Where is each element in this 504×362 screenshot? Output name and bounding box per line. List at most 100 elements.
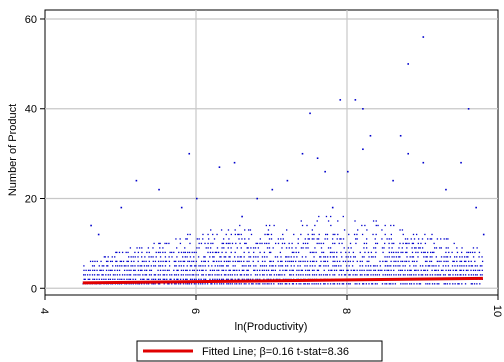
scatter-point xyxy=(139,274,141,276)
scatter-point xyxy=(152,247,154,249)
scatter-point xyxy=(263,269,265,272)
scatter-point xyxy=(206,283,209,285)
scatter-point xyxy=(386,256,388,258)
scatter-point xyxy=(318,274,321,276)
scatter-point xyxy=(223,256,225,258)
scatter-point xyxy=(154,260,157,263)
scatter-point xyxy=(289,274,291,276)
scatter-point xyxy=(464,256,466,258)
scatter-point xyxy=(205,247,207,249)
scatter-point xyxy=(142,278,144,280)
scatter-point xyxy=(218,278,221,280)
scatter-point xyxy=(93,269,96,272)
scatter-point xyxy=(402,274,405,276)
scatter-point xyxy=(218,269,220,272)
scatter-point xyxy=(352,274,354,276)
scatter-point xyxy=(429,260,431,263)
scatter-point xyxy=(186,278,188,280)
scatter-point xyxy=(461,247,463,249)
scatter-point xyxy=(453,260,455,263)
scatter-point xyxy=(119,265,121,267)
scatter-point xyxy=(144,256,146,258)
scatter-point xyxy=(411,251,414,254)
scatter-point xyxy=(323,256,325,258)
scatter-point xyxy=(126,269,128,272)
scatter-point xyxy=(261,242,263,245)
scatter-point xyxy=(83,265,85,267)
scatter-point xyxy=(269,260,271,263)
scatter-point xyxy=(219,265,221,267)
scatter-point xyxy=(390,274,392,276)
scatter-point xyxy=(384,274,386,276)
scatter-point xyxy=(194,265,196,267)
scatter-point xyxy=(413,265,415,267)
scatter-point xyxy=(89,278,91,280)
scatter-point xyxy=(182,278,185,280)
scatter-point xyxy=(267,229,270,231)
scatter-point xyxy=(195,274,197,276)
scatter-point xyxy=(132,278,134,280)
scatter-point xyxy=(135,179,138,182)
scatter-point xyxy=(207,233,209,236)
scatter-point xyxy=(399,256,401,258)
scatter-point xyxy=(185,278,187,280)
scatter-point xyxy=(222,242,225,245)
scatter-point xyxy=(198,238,200,240)
scatter-point xyxy=(245,265,247,267)
scatter-point xyxy=(433,283,436,285)
scatter-point xyxy=(376,265,378,267)
scatter-point xyxy=(401,247,403,249)
scatter-point xyxy=(300,220,302,222)
scatter-point xyxy=(439,274,442,276)
scatter-point xyxy=(324,260,326,263)
scatter-point xyxy=(209,274,211,276)
scatter-point xyxy=(134,269,136,272)
scatter-point xyxy=(152,283,155,285)
scatter-point xyxy=(243,251,245,254)
scatter-point xyxy=(251,283,253,285)
scatter-point xyxy=(329,274,331,276)
scatter-point xyxy=(96,274,99,276)
scatter-point xyxy=(115,251,117,254)
scatter-point xyxy=(412,233,415,236)
scatter-point xyxy=(296,256,298,258)
scatter-point xyxy=(108,269,110,272)
scatter-point xyxy=(184,256,186,258)
scatter-point xyxy=(268,242,270,245)
scatter-point xyxy=(159,251,161,254)
scatter-point xyxy=(132,283,134,285)
scatter-point xyxy=(186,283,189,285)
scatter-point xyxy=(467,251,470,254)
scatter-point xyxy=(185,283,187,285)
scatter-point xyxy=(273,224,275,227)
scatter-point xyxy=(406,238,409,240)
scatter-point xyxy=(328,269,330,272)
scatter-point xyxy=(474,260,476,263)
scatter-point xyxy=(326,256,329,258)
scatter-point xyxy=(273,283,275,285)
scatter-point xyxy=(464,274,467,276)
scatter-point xyxy=(128,278,130,280)
scatter-point xyxy=(164,278,166,280)
scatter-point xyxy=(200,260,203,263)
scatter-point xyxy=(241,278,243,280)
scatter-point xyxy=(409,269,411,272)
scatter-point xyxy=(137,260,139,263)
scatter-point xyxy=(256,269,258,272)
scatter-point xyxy=(395,265,397,267)
scatter-point xyxy=(217,265,219,267)
scatter-point xyxy=(391,256,393,258)
scatter-point xyxy=(445,238,448,240)
scatter-point xyxy=(365,247,368,249)
scatter-point xyxy=(411,260,414,263)
scatter-point xyxy=(170,278,172,280)
scatter-point xyxy=(444,274,446,276)
scatter-point xyxy=(350,247,352,249)
scatter-point xyxy=(111,256,113,258)
scatter-point xyxy=(179,242,182,245)
scatter-point xyxy=(359,269,361,272)
scatter-point xyxy=(290,260,293,263)
scatter-point xyxy=(223,274,226,276)
scatter-point xyxy=(84,278,86,280)
scatter-point xyxy=(241,265,244,267)
